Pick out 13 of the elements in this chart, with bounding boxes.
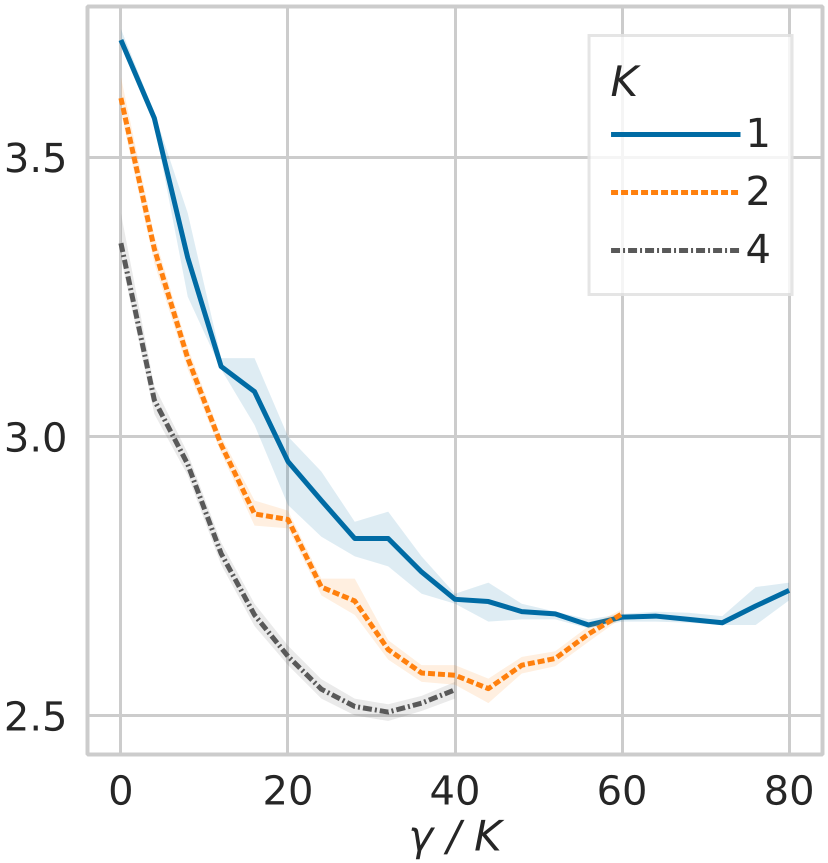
x-axis-title: γ / K [408, 812, 506, 860]
x-tick-label: 40 [430, 768, 480, 814]
legend-label: 4 [746, 227, 771, 273]
legend-label: 2 [746, 169, 771, 215]
legend-title: K [610, 57, 642, 106]
y-tick-label: 3.0 [4, 415, 68, 462]
x-tick-label: 0 [108, 768, 134, 814]
y-tick-label: 2.5 [4, 694, 68, 740]
x-tick-label: 20 [262, 768, 314, 814]
y-tick-label: 3.5 [4, 136, 68, 182]
x-tick-label: 60 [596, 768, 648, 814]
x-tick-label: 80 [764, 768, 815, 814]
legend-label: 1 [746, 111, 771, 157]
